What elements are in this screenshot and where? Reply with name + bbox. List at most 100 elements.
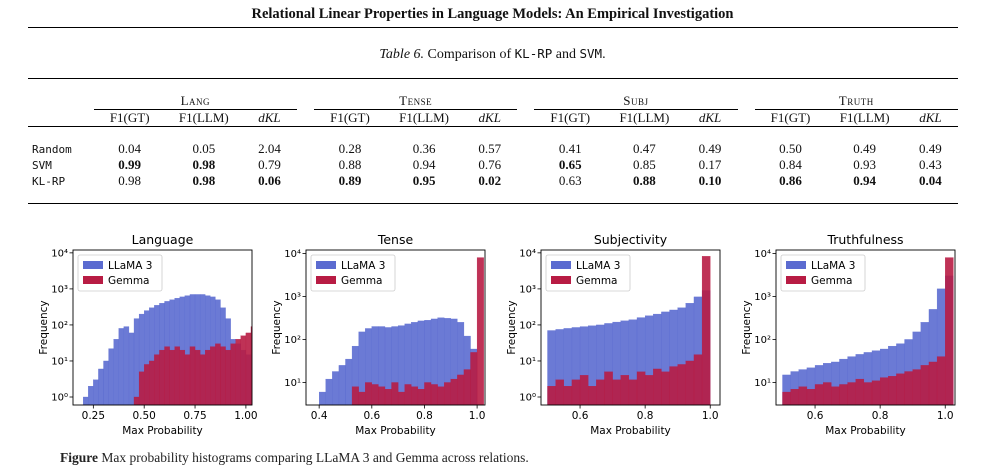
cell-gap xyxy=(738,157,755,173)
table-caption-code-1: KL-RP xyxy=(514,46,553,61)
subheader-cell: dKL xyxy=(902,109,958,127)
row-name: Random xyxy=(32,142,72,156)
subheader-cell: dKL xyxy=(682,109,738,127)
histogram-bar xyxy=(555,379,564,406)
histogram-bar xyxy=(863,382,873,406)
histogram-bar xyxy=(588,386,597,406)
histogram-bar xyxy=(159,349,165,406)
cell-gap xyxy=(517,173,534,189)
table-cell: 0.95 xyxy=(412,173,436,188)
x-tick-label: 0.6 xyxy=(363,410,380,422)
chart-legend: LLaMA 3 Gemma xyxy=(780,254,866,292)
histogram-bar xyxy=(790,389,799,406)
subheader-cell: F1(LLM) xyxy=(606,109,683,127)
histogram-tense-svg: Tense 0.4 0.6 0.8 1.0 10¹ 10² 10³ 10⁴ Max Probabi… xyxy=(271,232,485,437)
histogram-bar xyxy=(636,371,646,406)
table-cell: 0.88 xyxy=(633,173,656,188)
subheader-cell: F1(LLM) xyxy=(165,109,242,127)
table-bottom-rule xyxy=(28,189,958,204)
table-cell: 0.76 xyxy=(478,157,502,172)
cell-gap xyxy=(297,141,314,157)
histogram-bar xyxy=(194,349,201,406)
histogram-bar xyxy=(936,356,946,406)
table-cell: 0.47 xyxy=(633,141,656,156)
cell-gap xyxy=(517,157,534,173)
chart-legend: LLaMA 3 Gemma xyxy=(310,254,396,292)
histogram-bar xyxy=(215,343,221,406)
histogram-bar xyxy=(325,378,333,406)
y-axis-label: Frequency xyxy=(506,300,518,354)
histogram-bar xyxy=(345,358,353,406)
histogram-bars xyxy=(547,256,711,406)
y-tick-label: 10² xyxy=(519,320,536,331)
histogram-bar xyxy=(463,369,471,406)
histogram-bar xyxy=(571,379,581,406)
histogram-bar xyxy=(332,371,340,406)
y-tick-label: 10³ xyxy=(51,284,68,295)
subheader-cell: F1(GT) xyxy=(534,109,607,127)
table-cell: 0.57 xyxy=(478,141,502,156)
legend-label: LLaMA 3 xyxy=(576,260,620,272)
legend-label: LLaMA 3 xyxy=(811,260,855,272)
histogram-bar xyxy=(685,360,695,406)
histogram-bar xyxy=(98,368,104,406)
x-axis-label: Max Probability xyxy=(122,425,203,437)
table-caption: Table 6. Comparison of KL-RP and SVM. xyxy=(0,46,985,63)
row-name: SVM xyxy=(32,158,52,172)
histogram-bar xyxy=(847,382,856,406)
histogram-bar xyxy=(220,346,226,406)
legend-label: Gemma xyxy=(576,275,618,287)
y-tick-label: 10⁴ xyxy=(51,248,68,259)
group-header-subj: Subj xyxy=(534,93,738,110)
x-axis-label: Max Probability xyxy=(590,425,671,437)
histogram-bar xyxy=(677,364,686,406)
histogram-bar xyxy=(424,382,432,406)
histogram-bar xyxy=(210,346,216,406)
histogram-bar xyxy=(103,360,109,406)
table-subheader-row: F1(GT) F1(LLM) dKL F1(GT) F1(LLM) dKL F1(GT) F1… xyxy=(28,109,958,127)
histogram-bar xyxy=(547,386,556,406)
histogram-bars xyxy=(782,257,954,406)
histogram-bar xyxy=(319,391,326,406)
histogram-bar xyxy=(596,379,605,406)
table-cell: 0.88 xyxy=(338,157,362,172)
group-header-lang: Lang xyxy=(93,93,298,110)
y-tick-label: 10² xyxy=(754,335,771,346)
histogram-bar xyxy=(945,257,954,406)
table-cell: 0.02 xyxy=(478,173,502,188)
histogram-bar xyxy=(457,374,465,406)
histogram-bar xyxy=(701,256,711,406)
histogram-bar xyxy=(798,386,808,406)
histogram-bar xyxy=(661,371,670,406)
y-tick-label: 10² xyxy=(51,320,68,331)
x-tick-label: 0.8 xyxy=(872,410,889,422)
table-cell: 0.99 xyxy=(118,157,142,172)
x-tick-label: 1.0 xyxy=(937,410,954,422)
histogram-bar xyxy=(225,349,231,406)
histogram-bar xyxy=(430,384,438,406)
table-caption-text-1: Comparison of xyxy=(427,47,512,62)
histogram-bar xyxy=(579,375,589,406)
histogram-bar xyxy=(93,379,99,406)
y-axis-label: Frequency xyxy=(38,300,50,354)
running-title: Relational Linear Properties in Language… xyxy=(251,6,734,22)
subheader-cell: F1(GT) xyxy=(313,109,386,127)
table-cell: 0.86 xyxy=(779,173,802,188)
plot-frame xyxy=(540,249,721,406)
cell-gap xyxy=(738,141,755,157)
table-spacer xyxy=(28,127,958,142)
table-cell: 0.04 xyxy=(919,173,942,188)
subheader-gap xyxy=(517,109,535,127)
x-tick-label: 0.4 xyxy=(311,410,328,422)
histogram-bar xyxy=(628,379,638,406)
chart-title: Language xyxy=(132,232,194,247)
table-cell: 0.89 xyxy=(338,173,362,188)
y-tick-label: 10⁰ xyxy=(51,393,68,404)
y-tick-label: 10¹ xyxy=(51,356,68,367)
histogram-bar xyxy=(896,373,905,406)
table-row: KL-RP 0.98 0.98 0.06 0.89 0.95 0.02 0.63 0.88 0.1… xyxy=(28,173,958,189)
histogram-bar xyxy=(384,389,392,406)
histogram-subjectivity-svg: Subjectivity 0.6 0.8 1.0 10⁰ 10¹ 10² 10³ 10⁴ Max … xyxy=(506,232,721,437)
legend-swatch xyxy=(551,261,571,269)
subheader-cell: F1(LLM) xyxy=(385,109,463,127)
